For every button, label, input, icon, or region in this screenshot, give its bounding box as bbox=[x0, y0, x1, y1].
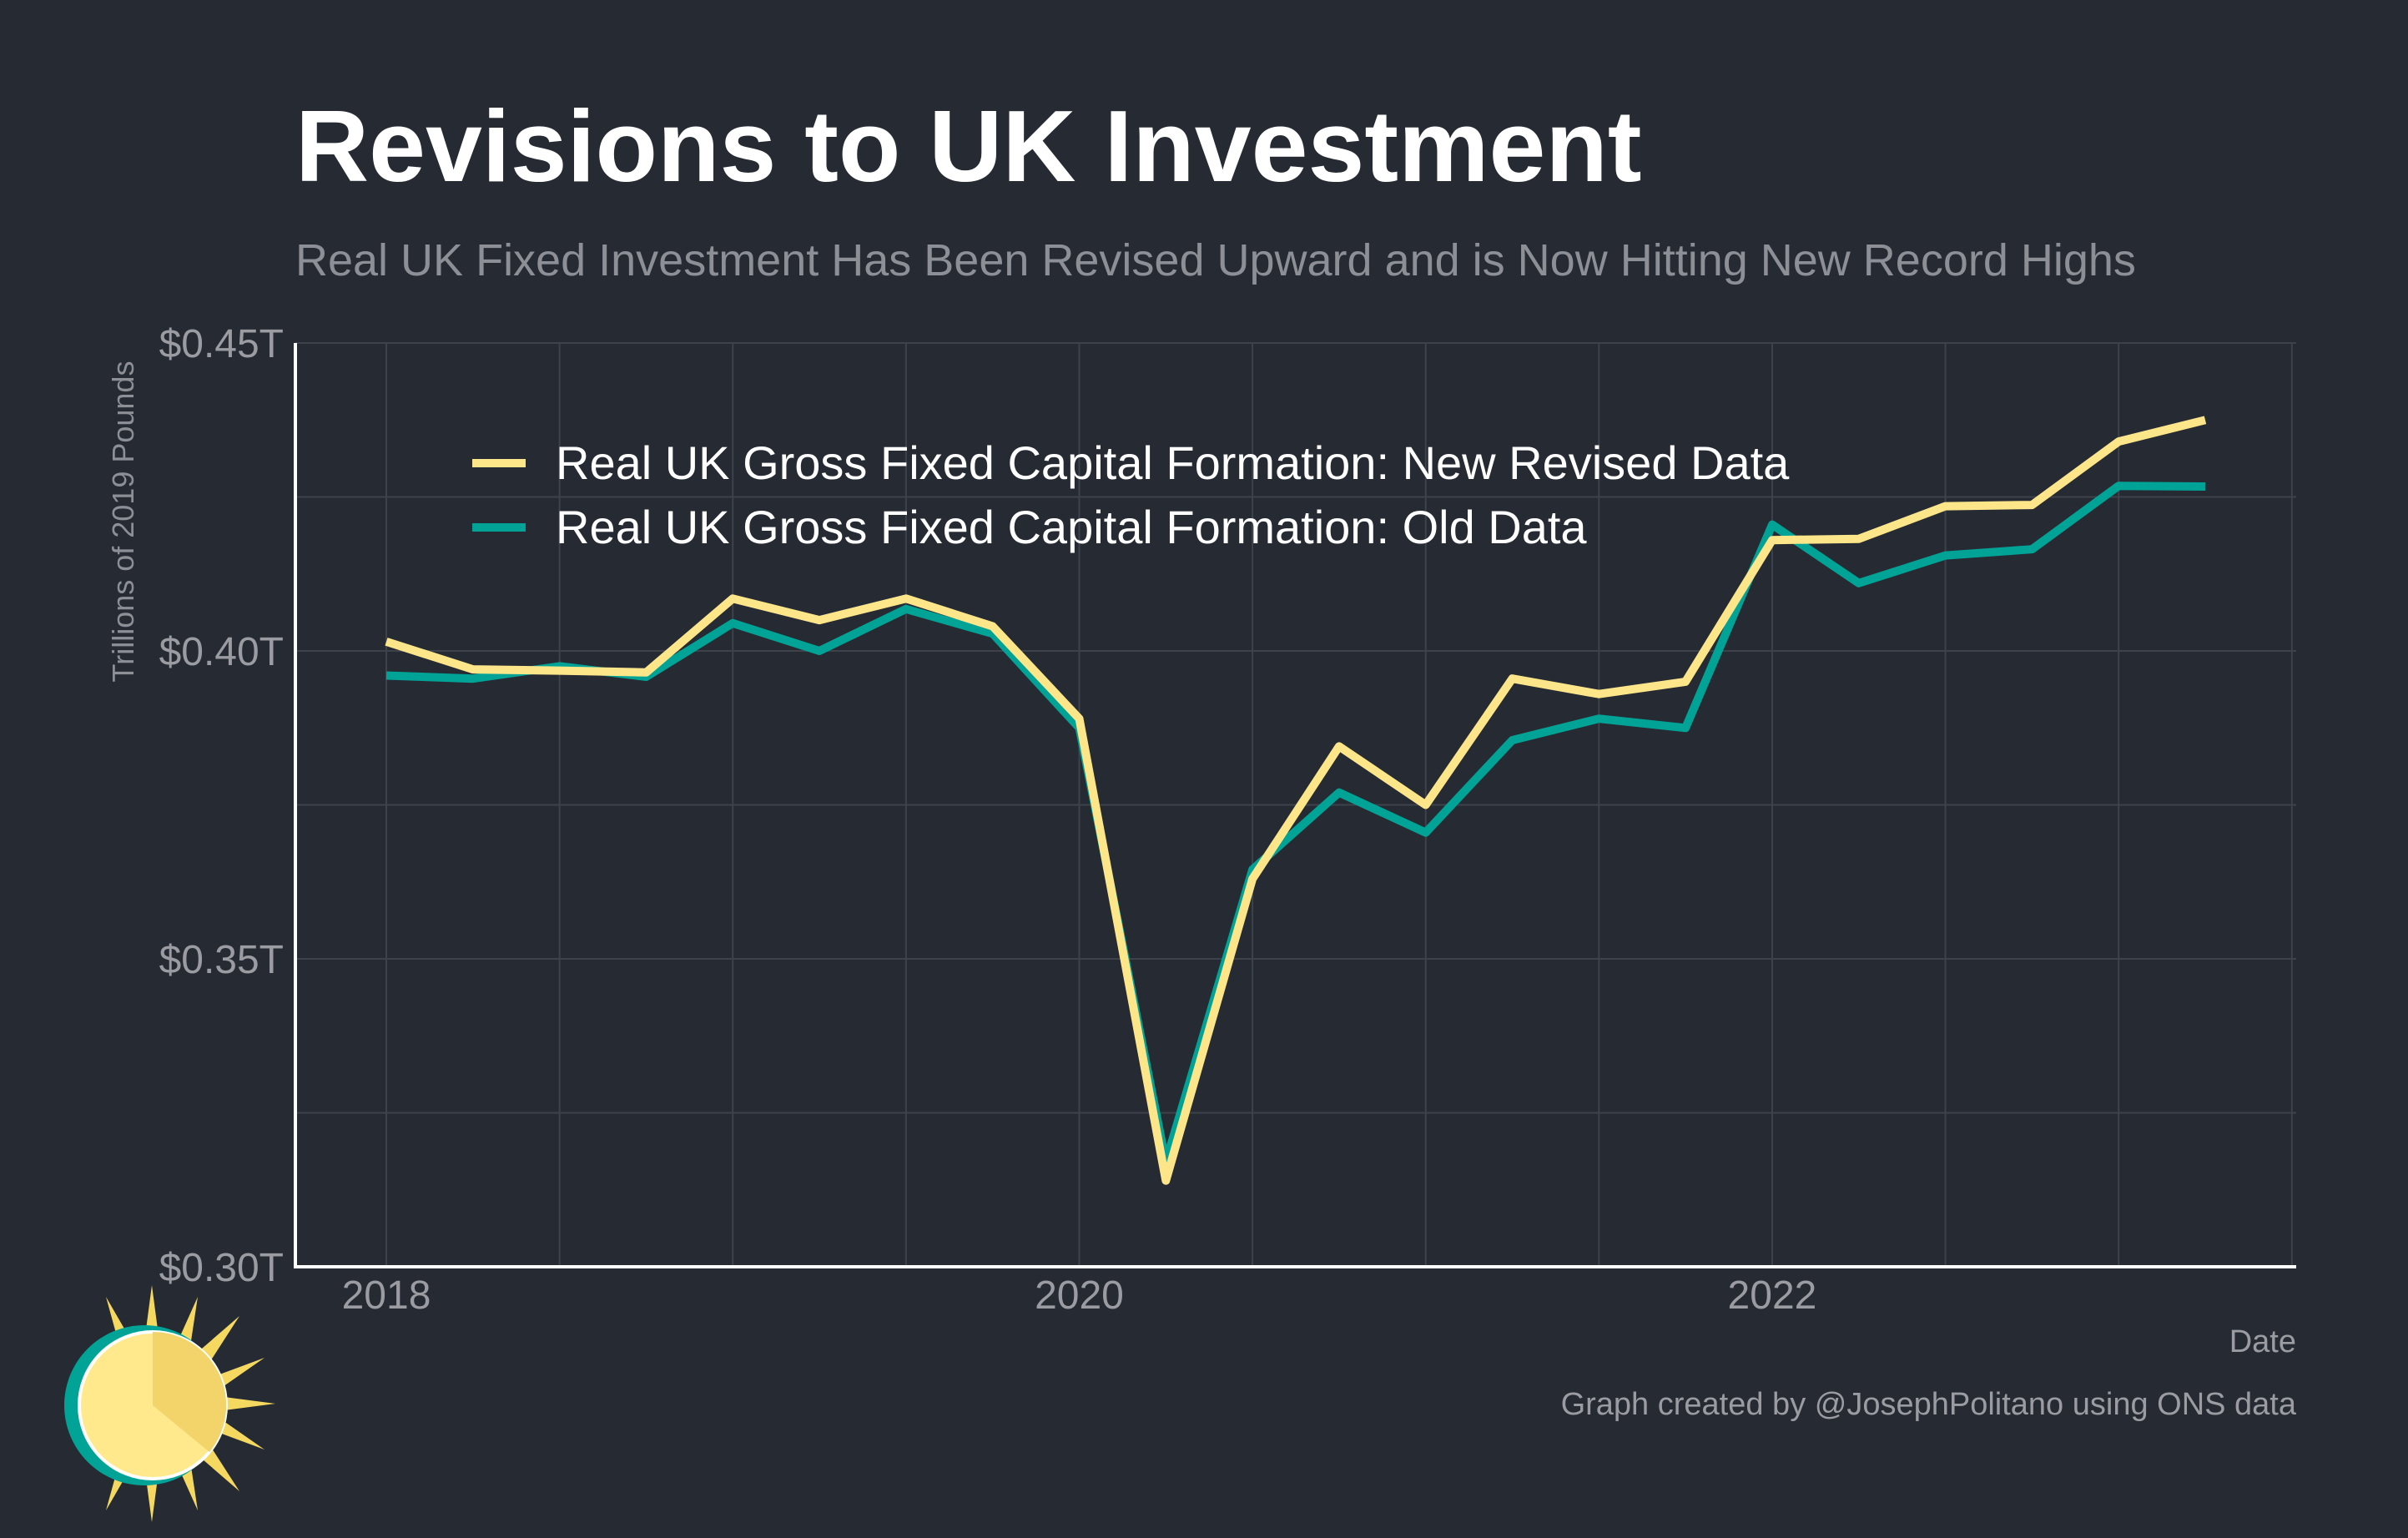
y-axis-label: Trillions of 2019 Pounds bbox=[106, 361, 140, 683]
x-tick-label: 2022 bbox=[1728, 1273, 1817, 1318]
sun-logo-icon bbox=[64, 1285, 275, 1522]
legend-label: Real UK Gross Fixed Capital Formation: O… bbox=[556, 501, 1587, 553]
legend: Real UK Gross Fixed Capital Formation: N… bbox=[472, 436, 1790, 553]
grid bbox=[295, 342, 2296, 1268]
y-tick-label: $0.40T bbox=[159, 630, 284, 674]
legend-label: Real UK Gross Fixed Capital Formation: N… bbox=[556, 436, 1790, 489]
y-tick-label: $0.45T bbox=[159, 322, 284, 366]
series bbox=[385, 416, 2207, 1185]
chart-subtitle: Real UK Fixed Investment Has Been Revise… bbox=[295, 235, 2136, 285]
x-tick-label: 2018 bbox=[342, 1273, 431, 1318]
y-tick-label: $0.35T bbox=[159, 938, 284, 982]
source-credit: Graph created by @JosephPolitano using O… bbox=[1560, 1387, 2296, 1422]
x-axis-label: Date bbox=[2229, 1324, 2296, 1359]
x-tick-label: 2020 bbox=[1035, 1273, 1124, 1318]
axes: $0.30T $0.35T $0.40T $0.45T 2018 2020 2022 bbox=[159, 322, 2296, 1318]
series-line-new-revised bbox=[385, 416, 2207, 1185]
chart-title: Revisions to UK Investment bbox=[295, 89, 1642, 203]
y-tick-label: $0.30T bbox=[159, 1246, 284, 1290]
series-line-old bbox=[385, 482, 2206, 1167]
